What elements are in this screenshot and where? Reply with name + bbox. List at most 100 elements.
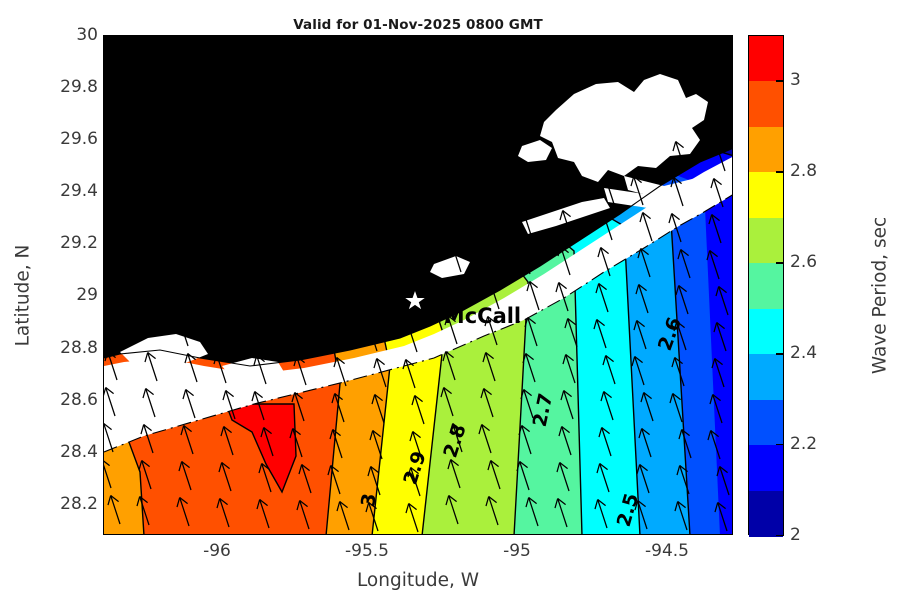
wave-vector-barb (681, 429, 690, 437)
wave-vector-barb (376, 358, 385, 366)
wave-vector-barb (522, 209, 531, 217)
wave-vector (559, 462, 570, 492)
wave-vector-barb (185, 389, 194, 397)
bolivar-peninsula (604, 176, 718, 208)
wave-vector-barb (411, 395, 416, 406)
wave-vector-barb (299, 500, 308, 508)
wave-vector-barb (368, 250, 373, 261)
wave-vector-barb (184, 353, 189, 364)
wave-vector-barb (369, 430, 374, 441)
wave-vector (488, 496, 499, 526)
wave-vector-barb (713, 322, 718, 333)
map-canvas (104, 36, 732, 534)
wave-vector-barb (594, 499, 599, 510)
wave-direction-vectors (104, 141, 730, 533)
wave-vector-barb (411, 251, 420, 259)
wave-vector-barb (488, 496, 497, 504)
wave-vector-barb (372, 430, 381, 438)
wave-vector-barb (642, 212, 651, 220)
wave-vector-barb (641, 428, 650, 436)
wave-vector-barb (554, 498, 559, 509)
wave-vector-barb (478, 424, 483, 435)
wave-vector-barb (601, 427, 610, 435)
wave-vector-barb (600, 247, 609, 255)
y-tick-label: 28.2 (60, 493, 98, 514)
wave-vector (714, 358, 725, 388)
wave-vector-barb (405, 503, 410, 514)
y-tick-label: 29.4 (60, 181, 98, 202)
map-plot-area[interactable]: s McCall 32.92.82.72.62.52.42.32.2 (103, 35, 733, 535)
wave-vector-barb (487, 460, 492, 471)
wave-vector-barb (365, 502, 370, 513)
wave-vector-barb (635, 284, 640, 295)
wave-vector-barb (178, 461, 183, 472)
wave-vector-barb (404, 323, 409, 334)
wave-vector (564, 174, 575, 204)
wave-vector-barb (178, 317, 187, 325)
x-axis-tick-labels: -96 -95.5 -95 -94.5 (103, 541, 733, 569)
wave-vector-barb (107, 351, 116, 359)
wave-vector (181, 461, 192, 491)
wave-vector-barb (563, 390, 572, 398)
wave-vector-barb (445, 495, 450, 506)
wave-vector-barb (402, 359, 407, 370)
wave-vector-barb (638, 284, 647, 292)
colorbar-tick-mark (776, 171, 784, 173)
wave-vector (673, 177, 684, 207)
page-title: Valid for 01-Nov-2025 0800 GMT (293, 17, 543, 33)
wave-vector-barb (639, 464, 648, 472)
wave-vector-barb (669, 393, 674, 404)
wave-vector-barb (677, 501, 686, 509)
wave-vector-barb (640, 392, 645, 403)
wave-vector (374, 394, 385, 424)
wave-vector-barb (597, 499, 606, 507)
wave-vector (259, 499, 270, 529)
wave-vector-barb (136, 496, 141, 507)
wave-vector (411, 251, 422, 281)
wave-vector (603, 391, 614, 421)
wave-vector-barb (446, 279, 451, 290)
wave-vector (141, 460, 152, 490)
wave-vector (596, 319, 607, 349)
bay-inlet (518, 140, 552, 162)
wave-vector (445, 351, 456, 381)
wave-vector-barb (412, 431, 421, 439)
wave-vector (145, 388, 156, 418)
wave-vector (680, 249, 691, 279)
wave-vector-barb (255, 319, 260, 330)
wave-vector (487, 316, 498, 346)
wave-vector-barb (258, 463, 263, 474)
wave-vector-barb (671, 213, 680, 221)
wave-vector (219, 498, 230, 528)
galveston-bay (540, 74, 708, 182)
wave-vector-barb (364, 322, 369, 333)
wave-vector-barb (680, 249, 689, 257)
colorbar[interactable] (748, 35, 784, 537)
wave-vector (491, 244, 502, 274)
wave-vector (407, 323, 418, 353)
wave-vector (369, 286, 380, 316)
wave-vector-barb (298, 464, 303, 475)
wave-vector-barb (524, 317, 529, 328)
wave-vector (107, 351, 118, 381)
wave-vector (300, 284, 311, 314)
wave-vector-barb (671, 357, 676, 368)
wave-vector-barb (598, 283, 607, 291)
wave-vector-barb (600, 391, 605, 402)
wave-vector (330, 465, 341, 495)
freeport-inlet (430, 256, 470, 278)
wave-vector-barb (331, 393, 336, 404)
wave-vector (563, 390, 574, 420)
wave-vector (717, 502, 728, 532)
wave-vector (482, 208, 493, 238)
colorbar-tick-label: 2.2 (790, 434, 818, 455)
wave-vector (710, 430, 721, 460)
wave-vector (678, 285, 689, 315)
wave-vector (218, 318, 229, 348)
wave-vector-barb (296, 500, 301, 511)
wave-vector-barb (558, 282, 567, 290)
wave-vector-barb (300, 284, 309, 292)
wave-vector (408, 503, 419, 533)
wave-vector-barb (180, 425, 185, 436)
wave-vector (674, 357, 685, 387)
